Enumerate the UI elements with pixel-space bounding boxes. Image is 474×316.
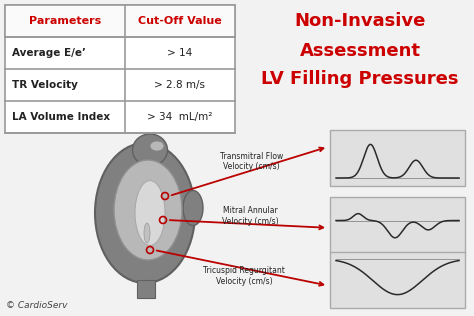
Text: Transmitral Flow
Velocity (cm/s): Transmitral Flow Velocity (cm/s)	[220, 152, 283, 171]
Text: © CardioServ: © CardioServ	[6, 301, 67, 310]
Text: > 2.8 m/s: > 2.8 m/s	[155, 80, 206, 90]
Text: Non-Invasive: Non-Invasive	[294, 12, 426, 30]
Bar	[5, 5, 235, 133]
Text: LA Volume Index: LA Volume Index	[12, 112, 110, 122]
Text: LV Filling Pressures: LV Filling Pressures	[261, 70, 459, 88]
Text: Average E/e’: Average E/e’	[12, 48, 86, 58]
Text: > 34  mL/m²: > 34 mL/m²	[147, 112, 213, 122]
Text: Cut-Off Value: Cut-Off Value	[138, 16, 222, 26]
Ellipse shape	[95, 143, 195, 283]
Bar	[137, 280, 155, 298]
Text: Mitral Annular
Velocity (cm/s): Mitral Annular Velocity (cm/s)	[222, 206, 279, 226]
Text: > 14: > 14	[167, 48, 192, 58]
Bar	[330, 197, 465, 253]
Text: Assessment: Assessment	[300, 42, 420, 60]
Ellipse shape	[135, 180, 165, 246]
Ellipse shape	[133, 134, 167, 166]
Text: TR Velocity: TR Velocity	[12, 80, 78, 90]
Ellipse shape	[144, 223, 150, 243]
Text: Tricuspid Regurgitant
Velocity (cm/s): Tricuspid Regurgitant Velocity (cm/s)	[203, 266, 285, 285]
Ellipse shape	[183, 191, 203, 226]
Text: Parameters: Parameters	[29, 16, 101, 26]
Ellipse shape	[150, 141, 164, 151]
Bar	[5, 5, 235, 37]
Ellipse shape	[114, 160, 182, 260]
Bar	[330, 252, 465, 308]
Bar	[330, 130, 465, 186]
